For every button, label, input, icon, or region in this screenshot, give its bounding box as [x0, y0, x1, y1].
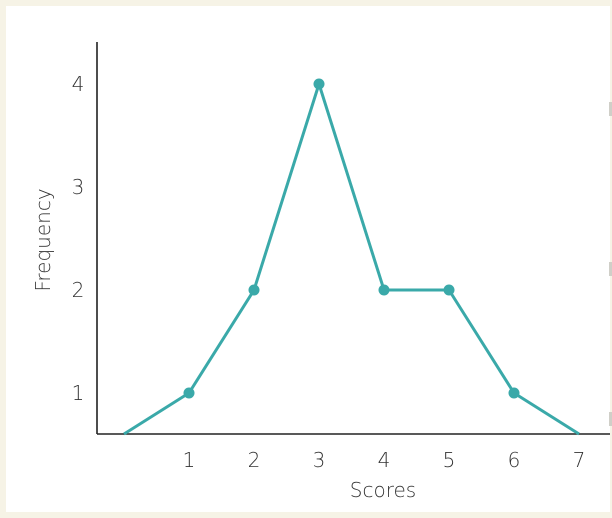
y-tick-label: 4 — [72, 72, 85, 96]
x-tick-label: 6 — [508, 448, 521, 472]
x-tick-label: 4 — [378, 448, 391, 472]
edge-mark — [609, 102, 612, 116]
y-tick-label: 2 — [72, 278, 85, 302]
x-tick-label: 2 — [248, 448, 261, 472]
edge-mark — [609, 412, 612, 426]
chart-panel — [6, 6, 610, 512]
x-tick-label: 5 — [443, 448, 456, 472]
x-tick-label: 3 — [313, 448, 326, 472]
x-tick-label: 7 — [573, 448, 586, 472]
data-point — [378, 284, 390, 296]
data-point — [443, 284, 455, 296]
y-axis-label: Frequency — [31, 188, 55, 291]
data-point — [183, 387, 195, 399]
series-line — [123, 82, 580, 436]
x-tick-label: 1 — [183, 448, 196, 472]
edge-mark — [609, 262, 612, 276]
y-tick-label: 3 — [72, 175, 85, 199]
data-point — [248, 284, 260, 296]
data-point — [508, 387, 520, 399]
x-axis-label: Scores — [350, 478, 416, 502]
data-point — [313, 78, 325, 90]
y-tick-label: 1 — [72, 381, 85, 405]
